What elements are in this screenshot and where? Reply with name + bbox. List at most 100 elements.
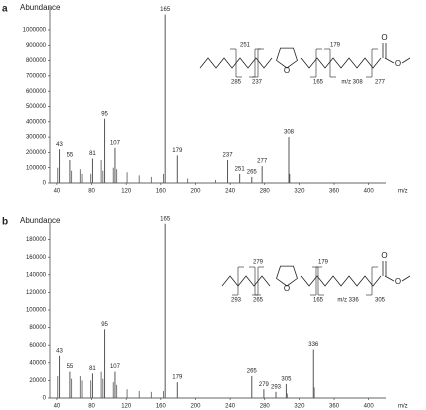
fragment-label: 165 (313, 298, 324, 304)
x-tick-label: 320 (294, 404, 305, 410)
atom-label: O (395, 277, 401, 286)
fragment-label: 165 (313, 80, 324, 86)
x-tick-label: 40 (54, 189, 61, 195)
x-tick-label: 160 (156, 189, 167, 195)
x-tick-label: 160 (156, 404, 167, 410)
atom-label: O (284, 66, 290, 75)
fragment-label: 277 (375, 80, 386, 86)
x-tick-label: 120 (121, 189, 132, 195)
peak-label: 81 (89, 366, 96, 372)
fragment-label: m/z 336 (337, 298, 359, 304)
panel-label: a (2, 4, 8, 15)
peak-label: 308 (284, 130, 295, 136)
atom-label: O (395, 59, 401, 68)
fragment-label: 179 (318, 260, 329, 266)
furan-ring (276, 265, 298, 287)
fragment-label: m/z 308 (341, 80, 363, 86)
x-tick-label: 200 (190, 189, 201, 195)
y-tick-label: 400000 (26, 119, 47, 125)
y-tick-label: 800000 (26, 58, 47, 64)
peak-label: 277 (257, 159, 268, 165)
x-tick-label: 240 (225, 404, 236, 410)
fragment-label: 179 (330, 43, 341, 49)
panel-label: b (2, 217, 8, 228)
peak-label: 107 (110, 140, 121, 146)
y-tick-label: 180000 (26, 237, 47, 243)
y-tick-label: 140000 (26, 272, 47, 278)
peak-label: 251 (235, 166, 246, 172)
fragment-label: 293 (231, 298, 242, 304)
fragment-label: 237 (252, 80, 263, 86)
chain (300, 275, 382, 287)
y-tick-label: 20000 (29, 378, 46, 384)
ester-bond (384, 57, 395, 64)
peak-label: 179 (172, 375, 183, 381)
peak-label: 165 (160, 7, 171, 13)
y-tick-label: 60000 (29, 343, 46, 349)
peak-label: 95 (101, 322, 108, 328)
fragment-label: 285 (231, 80, 242, 86)
fragment-label: 305 (375, 298, 386, 304)
y-axis-label: Abundance (20, 216, 61, 225)
peak-label: 55 (67, 153, 74, 159)
x-tick-label: 400 (364, 404, 375, 410)
peak-label: 43 (56, 142, 63, 148)
y-tick-label: 200000 (26, 150, 47, 156)
x-tick-label: 200 (190, 404, 201, 410)
x-tick-label: 40 (54, 404, 61, 410)
y-axis-label: Abundance (20, 3, 61, 12)
x-tick-label: 320 (294, 189, 305, 195)
y-tick-label: 0 (43, 396, 47, 402)
x-tick-label: 400 (364, 189, 375, 195)
x-tick-label: 280 (260, 189, 271, 195)
peak-label: 237 (223, 153, 234, 159)
y-tick-label: 100000 (26, 165, 47, 171)
x-tick-label: 360 (329, 189, 340, 195)
y-tick-label: 600000 (26, 89, 47, 95)
peak-label: 293 (271, 384, 282, 390)
peak-label: 107 (110, 364, 121, 370)
peak-label: 179 (172, 148, 183, 154)
peak-label: 165 (160, 216, 171, 222)
x-tick-label: 240 (225, 189, 236, 195)
y-tick-label: 500000 (26, 104, 47, 110)
atom-label: O (381, 33, 387, 42)
peak-label: 95 (101, 111, 108, 117)
x-tick-label: 280 (260, 404, 271, 410)
chain (300, 57, 382, 69)
y-tick-label: 0 (43, 181, 47, 187)
y-tick-label: 900000 (26, 43, 47, 49)
y-tick-label: 120000 (26, 290, 47, 296)
x-tick-label: 120 (121, 404, 132, 410)
y-tick-label: 80000 (29, 325, 46, 331)
peak-label: 305 (281, 376, 292, 382)
y-tick-label: 300000 (26, 135, 47, 141)
y-tick-label: 40000 (29, 360, 46, 366)
peak-label: 336 (308, 342, 319, 348)
y-tick-label: 100000 (26, 308, 47, 314)
furan-ring (276, 47, 298, 69)
fragment-label: 251 (240, 43, 251, 49)
y-tick-label: 700000 (26, 73, 47, 79)
fragment-label: 265 (253, 298, 264, 304)
peak-label: 265 (247, 169, 258, 175)
peak-label: 265 (247, 369, 258, 375)
atom-label: O (381, 251, 387, 260)
ester-bond (384, 275, 395, 282)
peak-label: 43 (56, 348, 63, 354)
fragment-label: 279 (253, 260, 264, 266)
y-tick-label: 160000 (26, 255, 47, 261)
peak-label: 55 (67, 364, 74, 370)
x-axis-label: m/z (398, 404, 408, 410)
peak-label: 81 (89, 151, 96, 157)
x-tick-label: 80 (88, 189, 95, 195)
atom-label: O (284, 284, 290, 293)
methyl-bond (401, 57, 411, 64)
y-tick-label: 1000000 (23, 28, 47, 34)
x-tick-label: 80 (88, 404, 95, 410)
chain (221, 275, 271, 287)
x-axis-label: m/z (398, 189, 408, 195)
x-tick-label: 360 (329, 404, 340, 410)
peak-label: 279 (259, 382, 270, 388)
